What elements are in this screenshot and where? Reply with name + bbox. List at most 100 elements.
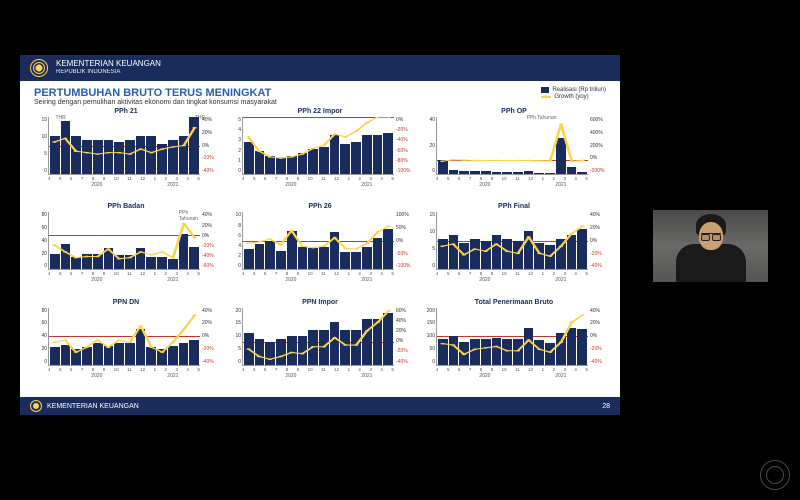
bar — [157, 349, 167, 365]
chart-plot: PPh Tahunan80604020040%20%0%-20%-40%-60% — [48, 212, 200, 270]
chart-plot: 5432100%-20%-40%-60%-80%-100% — [242, 117, 394, 175]
bar — [308, 149, 318, 174]
bar — [71, 257, 81, 270]
x-axis: 45678910111212345 — [242, 176, 394, 181]
x-axis: 45678910111212345 — [48, 367, 200, 372]
bar — [481, 241, 491, 270]
y-axis-left: 20151050 — [229, 308, 241, 365]
bar — [265, 156, 275, 174]
header-text: KEMENTERIAN KEUANGAN REPUBLIK INDONESIA — [56, 60, 161, 75]
bar — [577, 172, 587, 174]
slide-body: PERTUMBUHAN BRUTO TERUS MENINGKAT Seirin… — [20, 81, 620, 397]
bar — [383, 229, 393, 269]
y-axis-right: 60%40%20%0%-20%-40% — [396, 308, 412, 365]
bar — [189, 247, 199, 270]
bar-series — [243, 212, 394, 269]
bar — [577, 229, 587, 269]
chart-title: PPh 26 — [228, 203, 412, 211]
bar — [449, 336, 459, 365]
year-row: 20202021 — [436, 182, 588, 188]
bar — [449, 170, 459, 174]
bar — [330, 322, 340, 365]
legend-line-swatch — [541, 96, 551, 98]
x-axis: 45678910111212345 — [436, 176, 588, 181]
legend: Realisasi (Rp triliun) Growth (yoy) — [541, 87, 606, 101]
bar — [470, 339, 480, 365]
bar — [340, 252, 350, 269]
chart-plot: PPh Tahunan40200600%400%200%0%-200% — [436, 117, 588, 175]
bar — [255, 339, 265, 365]
bar — [82, 347, 92, 365]
bar-series — [49, 212, 200, 269]
org-name-line2: REPUBLIK INDONESIA — [56, 69, 161, 76]
bar — [189, 117, 199, 174]
bar — [168, 259, 178, 270]
bar — [276, 251, 286, 269]
chart-title: PPN DN — [34, 299, 218, 307]
chart-grid: PPh 21THRTHR15105040%20%0%-20%-40%456789… — [34, 108, 606, 388]
bar — [125, 140, 135, 174]
bar — [351, 330, 361, 364]
bar — [545, 245, 555, 270]
year-row: 20202021 — [242, 373, 394, 379]
org-name-line1: KEMENTERIAN KEUANGAN — [56, 60, 161, 69]
bar — [383, 133, 393, 174]
bar — [244, 249, 254, 269]
bar-series — [49, 117, 200, 174]
chart-plot: 1086420100%50%0%-50%-100% — [242, 212, 394, 270]
x-axis: 45678910111212345 — [242, 271, 394, 276]
x-axis: 45678910111212345 — [436, 271, 588, 276]
y-axis-left: 40200 — [423, 117, 435, 174]
y-axis-right: 40%20%0%-20%-40% — [590, 308, 606, 365]
bar — [340, 144, 350, 174]
bar — [50, 347, 60, 365]
bar — [513, 339, 523, 365]
bar — [340, 330, 350, 364]
bar — [319, 330, 329, 364]
bar-series — [243, 117, 394, 174]
slide-footer: KEMENTERIAN KEUANGAN 28 — [20, 397, 620, 415]
bar — [502, 172, 512, 174]
bar — [481, 339, 491, 365]
bar — [534, 173, 544, 174]
bar — [534, 243, 544, 270]
bar — [50, 254, 60, 270]
y-axis-right: 100%50%0%-50%-100% — [396, 212, 412, 269]
chart-8: Total Penerimaan Bruto20015010050040%20%… — [422, 299, 606, 388]
bar — [298, 247, 308, 270]
slide-title: PERTUMBUHAN BRUTO TERUS MENINGKAT — [34, 87, 606, 99]
bar — [459, 342, 469, 365]
bar — [383, 313, 393, 364]
y-axis-left: 200150100500 — [423, 308, 435, 365]
bar — [438, 239, 448, 269]
bar — [265, 342, 275, 365]
bar — [146, 257, 156, 270]
bar — [524, 231, 534, 269]
bar-series — [49, 308, 200, 365]
chart-6: PPN DN80604020040%20%0%-20%-40%456789101… — [34, 299, 218, 388]
bar — [244, 333, 254, 364]
chart-2: PPh OPPPh Tahunan40200600%400%200%0%-200… — [422, 108, 606, 197]
bar — [104, 346, 114, 365]
ministry-logo-icon — [30, 59, 48, 77]
bar — [545, 343, 555, 364]
bar — [114, 343, 124, 364]
bar — [136, 248, 146, 269]
legend-line-label: Growth (yoy) — [554, 94, 588, 100]
y-axis-right: 40%20%0%-20%-40% — [202, 308, 218, 365]
bar — [157, 257, 167, 270]
bar — [114, 142, 124, 174]
bar — [104, 140, 114, 174]
chart-plot: 2015105060%40%20%0%-20%-40% — [242, 308, 394, 366]
x-axis: 45678910111212345 — [48, 176, 200, 181]
chart-0: PPh 21THRTHR15105040%20%0%-20%-40%456789… — [34, 108, 218, 197]
bar — [146, 136, 156, 174]
chart-plot: 15105040%20%0%-20%-40% — [436, 212, 588, 270]
bar — [93, 343, 103, 364]
bar — [265, 241, 275, 270]
slide-header: KEMENTERIAN KEUANGAN REPUBLIK INDONESIA — [20, 55, 620, 81]
bar-series — [437, 308, 588, 365]
legend-bar-swatch — [541, 87, 549, 93]
bar — [168, 346, 178, 365]
bar — [61, 345, 71, 365]
